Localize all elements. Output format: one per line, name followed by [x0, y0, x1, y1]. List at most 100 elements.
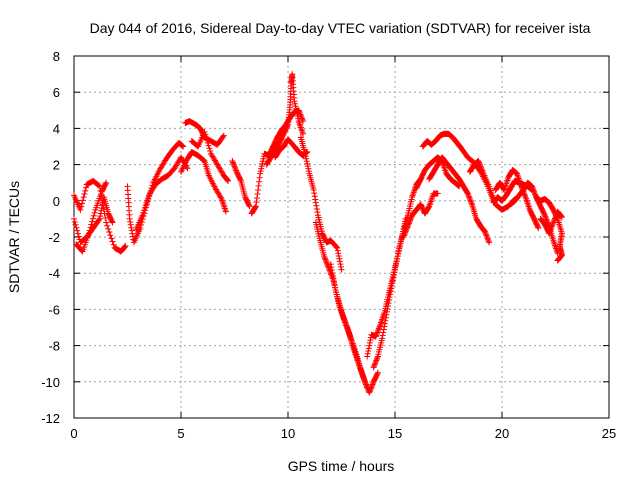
data-point	[380, 326, 387, 333]
data-point	[88, 221, 95, 228]
data-point	[381, 320, 388, 327]
data-point	[477, 163, 484, 170]
data-point	[482, 231, 489, 238]
data-point	[364, 350, 371, 357]
data-point	[254, 191, 261, 198]
data-point	[342, 319, 349, 326]
data-point	[388, 282, 395, 289]
data-point	[312, 196, 319, 203]
data-point	[109, 238, 116, 245]
data-point	[86, 227, 93, 234]
data-point	[483, 232, 490, 239]
data-point	[95, 182, 102, 189]
data-point	[335, 250, 342, 257]
data-point	[375, 326, 382, 333]
data-point	[108, 235, 115, 242]
data-point	[385, 300, 392, 307]
data-point	[98, 207, 105, 214]
data-point	[108, 218, 115, 225]
data-point	[374, 329, 381, 336]
data-point	[484, 234, 491, 240]
data-point	[367, 386, 374, 393]
grid-lines	[74, 56, 609, 418]
data-point	[407, 216, 414, 223]
data-point	[403, 225, 410, 232]
data-point	[366, 339, 373, 346]
data-point	[232, 164, 239, 171]
data-point	[106, 229, 113, 236]
data-point	[390, 274, 397, 281]
data-point	[253, 199, 260, 206]
data-point	[122, 243, 129, 250]
data-point	[206, 145, 213, 152]
data-point	[107, 232, 114, 239]
data-point	[329, 269, 336, 276]
data-point	[126, 215, 133, 222]
data-point	[252, 204, 259, 211]
data-point	[555, 256, 562, 263]
x-tick-label: 20	[495, 426, 509, 441]
data-point	[330, 275, 337, 282]
data-point	[374, 369, 381, 376]
data-point	[372, 333, 379, 340]
data-point	[231, 163, 238, 170]
data-point	[256, 178, 263, 185]
data-point	[373, 330, 380, 337]
data-point	[78, 203, 85, 210]
x-tick-label: 0	[70, 426, 77, 441]
axis-ticks: 0 5 10 15 20 25 -12 -10 -8 -6 -4 -2 0 2 4 6 8	[41, 49, 616, 441]
data-point	[314, 209, 321, 216]
data-point	[337, 261, 344, 268]
data-point	[392, 266, 398, 273]
data-point	[367, 385, 374, 392]
data-point	[229, 157, 236, 164]
data-point	[310, 186, 317, 193]
y-tick-label: 2	[53, 158, 60, 173]
data-point	[373, 332, 380, 339]
data-point	[381, 323, 388, 330]
data-point	[557, 212, 564, 219]
y-axis-label: SDTVAR / TECUs	[6, 181, 22, 293]
data-point	[482, 229, 489, 236]
data-point	[366, 342, 373, 349]
data-point	[237, 176, 244, 183]
data-point	[80, 194, 87, 201]
data-point	[284, 122, 291, 129]
data-point	[550, 219, 557, 226]
data-point	[475, 159, 482, 166]
data-point	[374, 328, 381, 335]
data-point	[121, 244, 128, 251]
data-point	[83, 184, 90, 191]
data-point	[299, 130, 306, 137]
data-point	[89, 218, 96, 225]
data-point	[337, 263, 344, 270]
y-tick-label: -8	[48, 339, 60, 354]
data-point	[203, 134, 210, 141]
data-point	[336, 255, 343, 262]
data-point	[207, 148, 214, 155]
data-point	[255, 186, 262, 193]
data-point	[327, 261, 334, 268]
data-point	[255, 182, 262, 189]
data-point	[555, 256, 562, 263]
data-point	[386, 297, 393, 304]
data-point	[468, 200, 475, 207]
data-point	[548, 223, 555, 230]
data-point	[368, 384, 375, 391]
data-point	[253, 195, 260, 202]
data-point	[550, 218, 557, 225]
data-point	[322, 257, 329, 264]
data-point	[475, 157, 482, 164]
data-point	[479, 167, 486, 174]
data-point	[229, 159, 236, 166]
data-point	[406, 217, 413, 224]
data-point	[535, 224, 542, 231]
data-point	[311, 190, 318, 197]
data-point	[465, 191, 472, 198]
data-point	[386, 294, 393, 301]
data-point	[127, 218, 134, 225]
data-point	[87, 224, 94, 231]
data-point	[531, 188, 538, 195]
data-point	[374, 354, 381, 361]
data-point	[529, 184, 536, 191]
